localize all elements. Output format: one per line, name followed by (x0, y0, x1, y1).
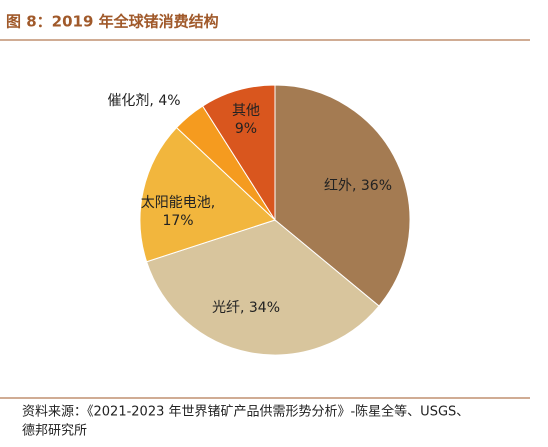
data-label: 太阳能电池, 17% (141, 195, 215, 229)
source-line: 德邦研究所 (22, 424, 87, 439)
pie-slice (274, 84, 411, 307)
pie-slice (145, 219, 380, 356)
data-label: 催化剂, 4% (107, 93, 180, 109)
pie-slice (201, 84, 276, 222)
data-label: 红外, 36% (324, 178, 392, 194)
chart-title: 图 8：2019 年全球锗消费结构 (6, 13, 219, 31)
source-line: 资料来源：《2021-2023 年世界锗矿产品供需形势分析》-陈星全等、USGS… (22, 404, 469, 420)
data-label: 光纤, 34% (212, 300, 280, 316)
pie-slice (139, 126, 276, 263)
data-label: 其他 9% (232, 103, 260, 137)
